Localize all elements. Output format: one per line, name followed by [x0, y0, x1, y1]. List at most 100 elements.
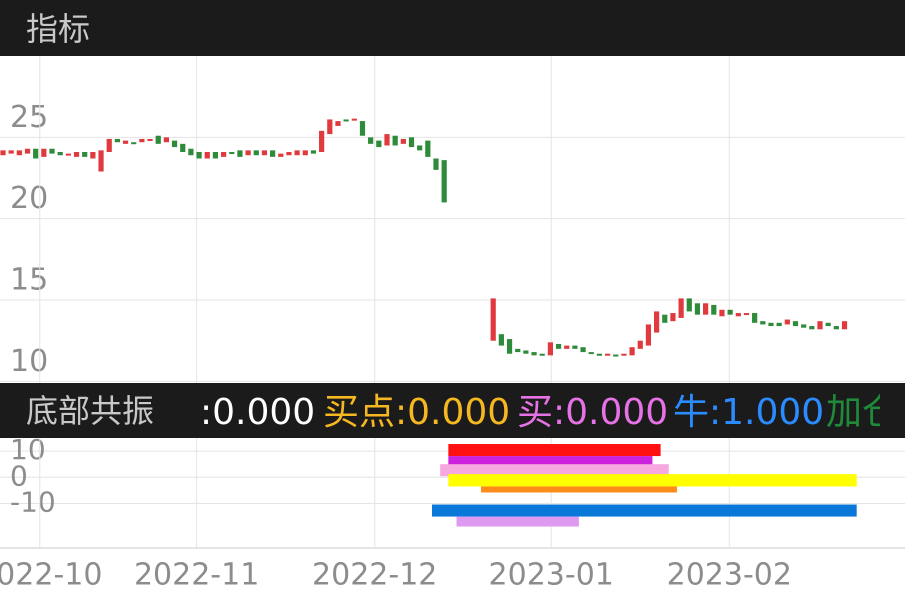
- candle: [131, 142, 137, 145]
- candle: [368, 137, 374, 144]
- y-tick-label: 20: [10, 181, 48, 216]
- candle: [629, 347, 635, 356]
- candle: [302, 150, 308, 156]
- candle: [180, 143, 186, 152]
- candle: [613, 354, 619, 357]
- candle: [253, 150, 259, 156]
- candle: [286, 151, 292, 156]
- indicator-band: [448, 444, 661, 457]
- candle: [662, 314, 668, 323]
- candle: [841, 321, 848, 330]
- candle: [588, 352, 594, 355]
- candle: [90, 151, 96, 159]
- x-tick-label: 2022-11: [134, 558, 259, 593]
- candle: [809, 326, 815, 330]
- candle: [359, 121, 366, 136]
- candle: [376, 140, 382, 148]
- candle: [506, 339, 513, 354]
- candle: [319, 130, 325, 152]
- y-tick-label: 0: [10, 459, 28, 492]
- indicator-value: 买点:0.000: [323, 392, 510, 433]
- indicator-value: 牛:1.000: [673, 392, 824, 433]
- candle: [171, 140, 178, 148]
- candle: [229, 151, 235, 154]
- page-title: 指标: [26, 10, 90, 48]
- indicator-band: [448, 474, 857, 487]
- candle: [33, 148, 39, 159]
- candle: [621, 353, 627, 356]
- candle: [57, 151, 63, 156]
- candle: [531, 352, 537, 356]
- candle: [654, 311, 660, 333]
- candle: [694, 303, 701, 315]
- candle: [596, 353, 603, 356]
- candle: [114, 138, 120, 143]
- candle: [220, 151, 227, 157]
- candle: [833, 326, 839, 330]
- candle: [65, 153, 71, 156]
- candle: [425, 140, 431, 157]
- candle: [801, 324, 807, 328]
- candle: [294, 150, 300, 156]
- candle: [245, 150, 251, 156]
- candle: [735, 313, 741, 317]
- y-tick-label: 10: [10, 344, 48, 379]
- indicator-value: :0.000: [200, 392, 315, 433]
- candle: [784, 319, 790, 325]
- indicator-band: [448, 456, 653, 467]
- indicator-panel: 100-10: [0, 438, 905, 548]
- indicator-bar: [0, 383, 905, 438]
- candle: [515, 348, 521, 353]
- indicator-band: [456, 516, 579, 527]
- candle: [670, 313, 676, 322]
- candle: [743, 313, 750, 316]
- candle: [719, 309, 725, 317]
- candle: [122, 140, 129, 144]
- candle: [82, 151, 88, 157]
- candle: [278, 153, 284, 157]
- candle: [335, 121, 341, 126]
- candle: [637, 340, 643, 349]
- candle: [711, 304, 717, 315]
- candle: [580, 347, 586, 353]
- candle: [547, 342, 553, 356]
- candle: [792, 321, 799, 327]
- candle: [16, 150, 22, 156]
- indicator-band: [432, 504, 857, 517]
- candle: [212, 151, 219, 159]
- candle: [384, 134, 390, 146]
- candle: [106, 138, 112, 152]
- candle: [408, 137, 415, 148]
- candle: [139, 138, 145, 143]
- x-tick-label: 2023-02: [667, 558, 792, 593]
- candle: [400, 138, 406, 144]
- candle: [417, 145, 423, 151]
- candle: [163, 137, 169, 143]
- y-tick-label: 15: [10, 263, 48, 298]
- indicator-values: :0.000 买点:0.000 买:0.000 牛:1.000 加仓: [200, 392, 898, 433]
- candle: [539, 353, 545, 356]
- y-tick-label: 25: [10, 100, 48, 135]
- candle: [703, 303, 709, 315]
- candle: [73, 151, 80, 157]
- candle: [196, 151, 202, 159]
- candle: [768, 322, 774, 327]
- indicator-value: 加仓: [826, 392, 898, 433]
- candle: [572, 345, 578, 349]
- candle: [8, 150, 14, 154]
- top-bar: [0, 0, 905, 56]
- candle: [204, 151, 210, 159]
- candle: [645, 324, 652, 346]
- candle: [727, 309, 733, 315]
- x-tick-label: 2023-01: [489, 558, 614, 593]
- candle: [261, 150, 268, 156]
- price-panel: 10 15 20 25: [0, 56, 905, 383]
- candle: [188, 148, 194, 156]
- date-axis: 2022-10 2022-11 2022-12 2023-01 2023-02: [0, 558, 792, 593]
- candle: [760, 321, 766, 325]
- candle: [49, 148, 55, 154]
- candle: [604, 353, 611, 356]
- candle: [392, 135, 398, 146]
